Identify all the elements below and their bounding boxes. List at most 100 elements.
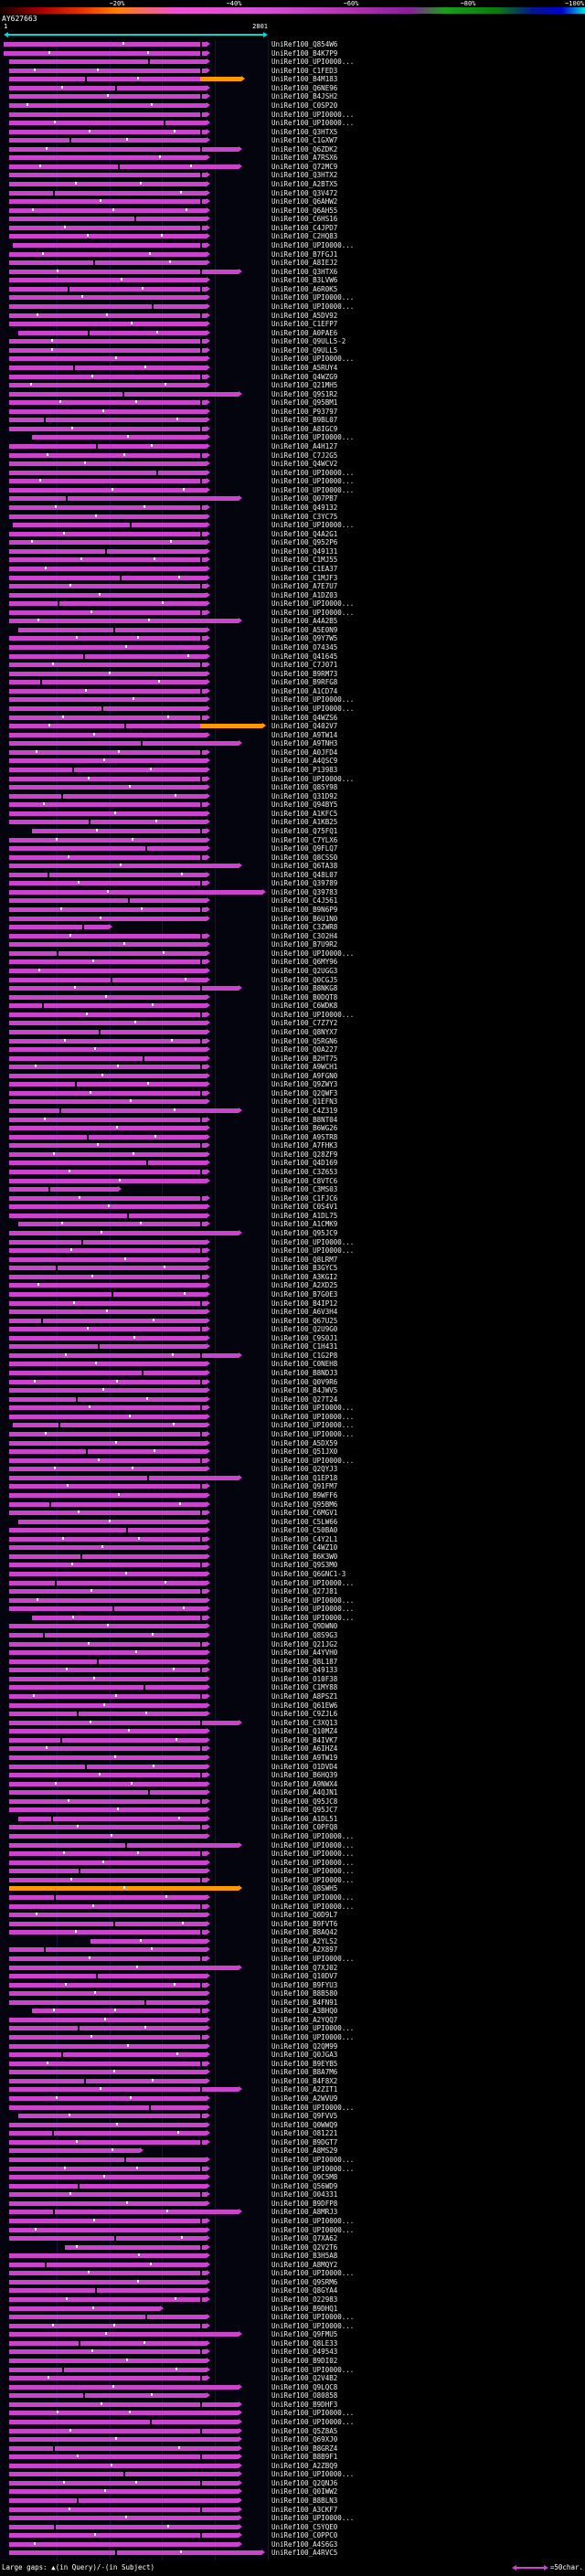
hit-bar[interactable]	[9, 217, 207, 222]
hit-bar[interactable]	[9, 916, 207, 921]
hit-bar[interactable]	[9, 898, 207, 904]
hit-bar[interactable]	[90, 1938, 207, 1944]
hit-label[interactable]: UniRef100_B3H5A8	[271, 2252, 338, 2261]
hit-bar[interactable]	[9, 1825, 207, 1830]
hit-bar[interactable]	[9, 2104, 207, 2110]
hit-bar[interactable]	[9, 2411, 239, 2416]
hit-bar[interactable]	[9, 2279, 207, 2284]
hit-bar[interactable]	[9, 1597, 207, 1603]
hit-label[interactable]: UniRef100_UPI0000...	[271, 355, 355, 364]
hit-label[interactable]: UniRef100_UPI0000...	[271, 1429, 355, 1438]
hit-bar[interactable]	[9, 1773, 207, 1778]
hit-label[interactable]: UniRef100_C0NEH8	[271, 1360, 338, 1369]
hit-bar[interactable]	[9, 1913, 207, 1918]
hit-label[interactable]: UniRef100_Q9ULL5-2	[271, 337, 346, 346]
hit-label[interactable]: UniRef100_A1DL75	[271, 1211, 338, 1220]
hit-label[interactable]: UniRef100_UPI0000...	[271, 1850, 355, 1859]
hit-label[interactable]: UniRef100_C7YLX6	[271, 835, 338, 844]
hit-label[interactable]: UniRef100_C7Z7Y2	[271, 1019, 338, 1028]
hit-label[interactable]: UniRef100_Q6AH55	[271, 206, 338, 215]
hit-bar[interactable]	[9, 356, 207, 362]
hit-label[interactable]: UniRef100_O22983	[271, 2295, 338, 2305]
hit-bar[interactable]	[9, 1947, 207, 1953]
hit-bar[interactable]	[9, 2210, 239, 2215]
hit-bar[interactable]	[9, 2052, 207, 2058]
hit-bar[interactable]	[9, 2253, 207, 2259]
hit-label[interactable]: UniRef100_Q56WD9	[271, 2181, 338, 2190]
hit-label[interactable]: UniRef100_B8NKG8	[271, 984, 338, 993]
hit-bar[interactable]	[9, 2192, 207, 2198]
hit-bar[interactable]	[9, 846, 207, 852]
hit-bar[interactable]	[31, 1615, 207, 1620]
hit-label[interactable]: UniRef100_Q5Z8A5	[271, 2426, 338, 2435]
hit-label[interactable]: UniRef100_Q49131	[271, 546, 338, 556]
hit-label[interactable]: UniRef100_Q4WZS6	[271, 713, 338, 722]
hit-label[interactable]: UniRef100_A2YQQ7	[271, 2015, 338, 2024]
hit-bar[interactable]	[9, 776, 207, 781]
hit-label[interactable]: UniRef100_C4JPD7	[271, 223, 338, 232]
hit-bar[interactable]	[9, 2183, 207, 2189]
hit-bar[interactable]	[9, 1126, 207, 1131]
hit-label[interactable]: UniRef100_Q2UGG3	[271, 966, 338, 975]
hit-bar[interactable]	[9, 2516, 239, 2521]
hit-label[interactable]: UniRef100_B6U1N0	[271, 914, 338, 923]
hit-bar[interactable]	[9, 479, 207, 484]
hit-bar[interactable]	[9, 1362, 207, 1367]
hit-label[interactable]: UniRef100_Q10DV7	[271, 1972, 338, 1981]
hit-bar[interactable]	[9, 2489, 239, 2495]
hit-bar[interactable]	[9, 1300, 207, 1306]
hit-label[interactable]: UniRef100_Q27J81	[271, 1587, 338, 1596]
hit-label[interactable]: UniRef100_UPI0000...	[271, 2033, 355, 2042]
hit-label[interactable]: UniRef100_UPI0000...	[271, 2164, 355, 2173]
hit-label[interactable]: UniRef100_Q0CGJ5	[271, 975, 338, 984]
hit-label[interactable]: UniRef100_C5YQE0	[271, 2522, 338, 2531]
hit-label[interactable]: UniRef100_B8NT04	[271, 1115, 338, 1124]
hit-label[interactable]: UniRef100_UPI0000...	[271, 468, 355, 477]
hit-label[interactable]: UniRef100_UPI0000...	[271, 949, 355, 958]
hit-label[interactable]: UniRef100_C0PPC0	[271, 2531, 338, 2540]
hit-label[interactable]: UniRef100_C9S0J1	[271, 1333, 338, 1342]
hit-label[interactable]: UniRef100_B0DQT8	[271, 992, 338, 1002]
hit-bar[interactable]	[13, 523, 207, 528]
hit-bar[interactable]	[9, 575, 207, 580]
hit-bar[interactable]	[9, 619, 239, 624]
hit-bar[interactable]	[9, 2087, 239, 2093]
hit-bar[interactable]	[9, 322, 207, 327]
hit-bar[interactable]	[9, 418, 207, 423]
hit-label[interactable]: UniRef100_UPI0000...	[271, 1875, 355, 1884]
hit-bar[interactable]	[9, 1659, 207, 1664]
hit-label[interactable]: UniRef100_O1DVD4	[271, 1762, 338, 1771]
hit-label[interactable]: UniRef100_A8MRJ3	[271, 2208, 338, 2217]
hit-bar[interactable]	[9, 1511, 207, 1516]
hit-bar[interactable]	[9, 1073, 207, 1078]
hit-label[interactable]: UniRef100_O81221	[271, 2129, 338, 2138]
hit-label[interactable]: UniRef100_A9TNH3	[271, 739, 338, 748]
hit-label[interactable]: UniRef100_Q1EP18	[271, 1473, 338, 1482]
hit-label[interactable]: UniRef100_Q0V9R6	[271, 1377, 338, 1386]
hit-bar[interactable]	[9, 1702, 207, 1708]
hit-bar[interactable]	[9, 1187, 118, 1193]
hit-bar[interactable]	[9, 1003, 207, 1009]
hit-label[interactable]: UniRef100_A5DV92	[271, 311, 338, 320]
hit-bar[interactable]	[9, 854, 207, 860]
hit-label[interactable]: UniRef100_UPI0000...	[271, 774, 355, 783]
hit-bar[interactable]	[9, 994, 207, 1000]
hit-label[interactable]: UniRef100_UPI0000...	[271, 521, 355, 530]
hit-bar[interactable]	[9, 251, 207, 257]
hit-label[interactable]: UniRef100_UPI0000...	[271, 2417, 355, 2426]
hit-label[interactable]: UniRef100_B6HQ39	[271, 1771, 338, 1780]
hit-label[interactable]: UniRef100_A3KGI2	[271, 1272, 338, 1281]
hit-bar[interactable]	[9, 1029, 207, 1034]
hit-label[interactable]: UniRef100_C0SP20	[271, 101, 338, 110]
hit-label[interactable]: UniRef100_A9FGN0	[271, 1071, 338, 1080]
hit-label[interactable]: UniRef100_Q39783	[271, 887, 338, 896]
hit-label[interactable]: UniRef100_UPI0000...	[271, 2321, 355, 2330]
hit-bar[interactable]	[9, 706, 207, 712]
hit-bar[interactable]	[9, 2166, 207, 2171]
hit-label[interactable]: UniRef100_Q8S9G3	[271, 1631, 338, 1639]
hit-bar[interactable]	[9, 426, 207, 431]
hit-label[interactable]: UniRef100_Q31D92	[271, 791, 338, 800]
hit-label[interactable]: UniRef100_UPI0000...	[271, 608, 355, 617]
hit-bar[interactable]	[9, 278, 207, 283]
hit-bar[interactable]	[9, 1213, 207, 1218]
